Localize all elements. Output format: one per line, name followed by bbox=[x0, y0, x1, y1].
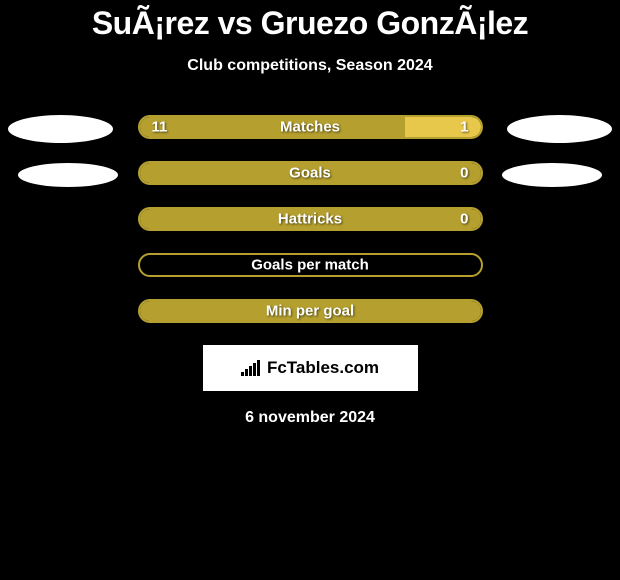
chart-icon bbox=[241, 360, 261, 376]
player-right-avatar bbox=[507, 115, 612, 143]
stat-bar-value-right: 0 bbox=[460, 211, 468, 228]
stat-bar-value-right: 0 bbox=[460, 165, 468, 182]
logo-text: FcTables.com bbox=[241, 358, 379, 378]
stat-bar-label: Goals per match bbox=[251, 257, 369, 274]
page-title: SuÃ¡rez vs Gruezo GonzÃ¡lez bbox=[0, 5, 620, 42]
stat-bar-value-left: 11 bbox=[152, 119, 168, 136]
logo-label: FcTables.com bbox=[267, 358, 379, 378]
stat-bar-row: Goals 0 bbox=[138, 161, 483, 185]
stat-bar-row: Matches111 bbox=[138, 115, 483, 139]
stat-bar-fill-left bbox=[140, 117, 406, 137]
logo-box[interactable]: FcTables.com bbox=[203, 345, 418, 391]
stat-bar-label: Min per goal bbox=[266, 303, 354, 320]
player-right-team-badge bbox=[502, 163, 602, 187]
player-left-avatar bbox=[8, 115, 113, 143]
stats-area: Matches111Goals0Hattricks0Goals per matc… bbox=[0, 115, 620, 323]
stat-bar-row: Goals per match bbox=[138, 253, 483, 277]
stat-bar-label: Hattricks bbox=[278, 211, 342, 228]
stat-bar-value-right: 1 bbox=[460, 119, 468, 136]
stat-bar-label: Goals bbox=[289, 165, 331, 182]
main-container: SuÃ¡rez vs Gruezo GonzÃ¡lez Club competi… bbox=[0, 0, 620, 427]
stat-bar-row: Hattricks 0 bbox=[138, 207, 483, 231]
stat-bar-fill-right bbox=[405, 117, 480, 137]
footer-date: 6 november 2024 bbox=[0, 409, 620, 427]
bars-container: Matches111Goals0Hattricks0Goals per matc… bbox=[138, 115, 483, 323]
stat-bar-label: Matches bbox=[280, 119, 340, 136]
page-subtitle: Club competitions, Season 2024 bbox=[0, 57, 620, 75]
player-left-team-badge bbox=[18, 163, 118, 187]
stat-bar-row: Min per goal bbox=[138, 299, 483, 323]
